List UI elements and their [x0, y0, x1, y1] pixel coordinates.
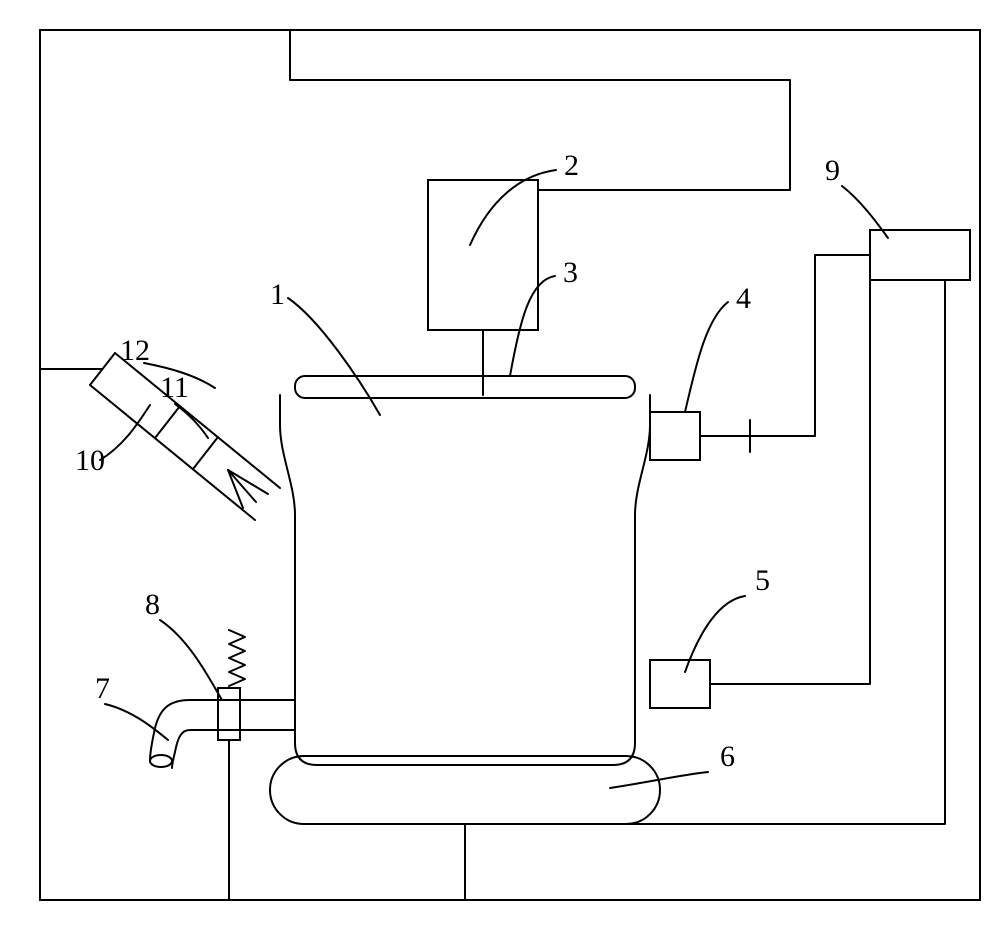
label-8: 8 [145, 588, 222, 700]
label-3: 3 [510, 256, 578, 376]
label-1: 1 [270, 278, 380, 415]
base [270, 756, 660, 824]
technical-diagram: 123456789101112 [0, 0, 1000, 933]
label-1-text: 1 [270, 278, 285, 311]
label-6-text: 6 [720, 740, 735, 773]
label-12-text: 12 [120, 334, 150, 367]
label-11-text: 11 [160, 371, 189, 404]
label-5-text: 5 [755, 564, 770, 597]
label-10-text: 10 [75, 444, 105, 477]
label-9: 9 [825, 154, 888, 238]
label-7-text: 7 [95, 672, 110, 705]
component-9-box [870, 230, 970, 280]
label-9-text: 9 [825, 154, 840, 187]
label-5: 5 [685, 564, 770, 672]
label-7: 7 [95, 672, 168, 740]
label-8-text: 8 [145, 588, 160, 621]
label-6: 6 [610, 740, 735, 788]
label-3-text: 3 [563, 256, 578, 289]
label-4: 4 [685, 282, 751, 412]
label-10: 10 [75, 405, 150, 477]
label-4-text: 4 [736, 282, 751, 315]
lid [295, 376, 635, 398]
label-2-text: 2 [564, 149, 579, 182]
label-2: 2 [470, 149, 579, 245]
motor-box [428, 180, 538, 330]
vessel-body [280, 395, 650, 765]
